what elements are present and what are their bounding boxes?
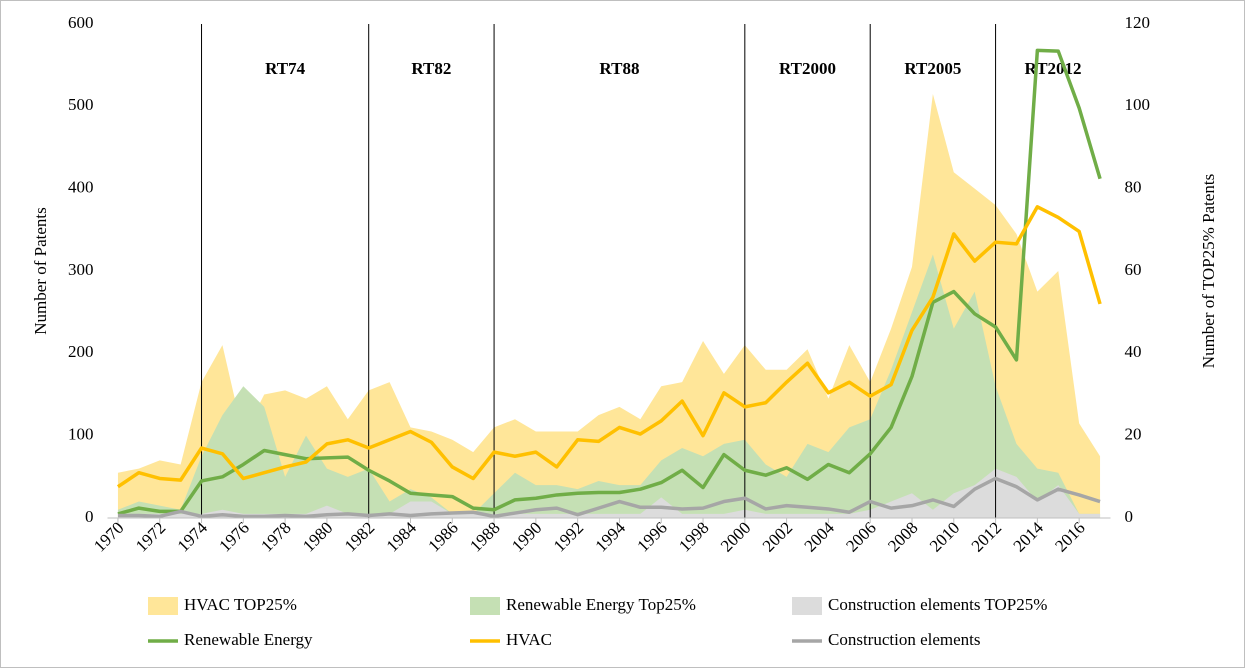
line	[116, 205, 1102, 489]
line	[117, 48, 1102, 516]
legend-swatch	[792, 597, 822, 615]
y2-tick-label: 40	[1125, 342, 1142, 361]
legend-label: HVAC TOP25%	[184, 595, 297, 614]
period-label: RT2005	[904, 59, 961, 78]
legend-label: Construction elements	[828, 630, 981, 649]
y-axis-title: Number of Patents	[31, 207, 50, 334]
y-tick-label: 100	[68, 425, 94, 444]
period-label: RT74	[265, 59, 306, 78]
y2-tick-label: 80	[1125, 178, 1142, 197]
legend-label: HVAC	[506, 630, 552, 649]
y2-axis-title: Number of TOP25% Patents	[1199, 174, 1218, 368]
y-tick-label: 300	[68, 260, 94, 279]
period-label: RT2000	[779, 59, 836, 78]
y-tick-label: 400	[68, 178, 94, 197]
legend-swatch	[148, 597, 178, 615]
legend-label: Renewable Energy	[184, 630, 313, 649]
y2-tick-label: 60	[1125, 260, 1142, 279]
y-tick-label: 0	[85, 507, 94, 526]
legend-label: Renewable Energy Top25%	[506, 595, 696, 614]
y2-tick-label: 100	[1125, 95, 1151, 114]
line	[117, 476, 1101, 519]
area	[117, 468, 1101, 518]
period-label: RT88	[599, 59, 639, 78]
legend-swatch	[470, 597, 500, 615]
y2-tick-label: 0	[1125, 507, 1134, 526]
area	[117, 254, 1101, 519]
y-tick-label: 500	[68, 95, 94, 114]
legend-label: Construction elements TOP25%	[828, 595, 1047, 614]
y2-tick-label: 120	[1125, 13, 1151, 32]
period-label: RT82	[411, 59, 451, 78]
y2-tick-label: 20	[1125, 425, 1142, 444]
y-tick-label: 600	[68, 13, 94, 32]
area	[117, 93, 1101, 518]
period-label: RT2012	[1025, 59, 1082, 78]
y-tick-label: 200	[68, 342, 94, 361]
